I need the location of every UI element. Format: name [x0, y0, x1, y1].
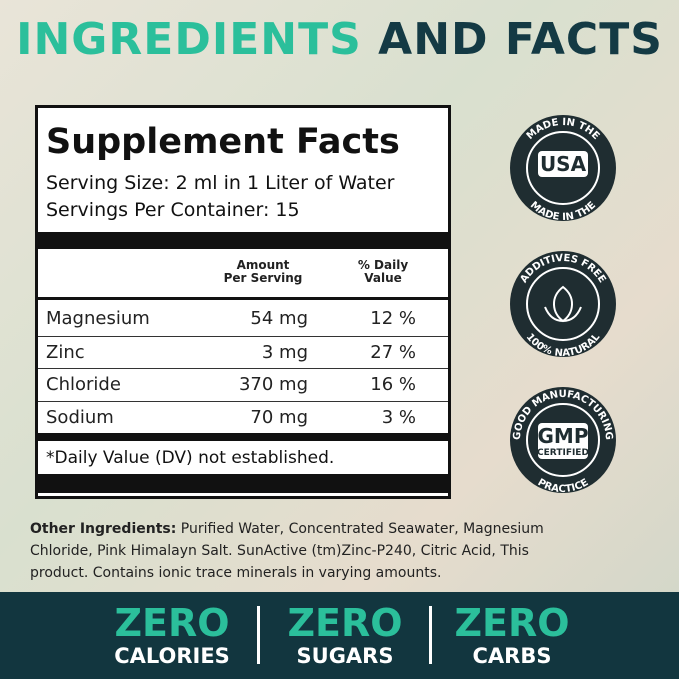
facts-row: Sodium 70 mg 3 %	[38, 400, 448, 434]
badge-center: USA	[540, 152, 587, 176]
badge-arc-text: PRACTICE	[536, 477, 591, 495]
badge-outer	[510, 251, 616, 357]
facts-panel: Supplement Facts Serving Size: 2 ml in 1…	[35, 105, 451, 499]
nutrient: Zinc	[46, 341, 85, 363]
header-line: Per Serving	[223, 271, 303, 285]
bar	[38, 232, 448, 249]
amount: 70 mg	[250, 406, 308, 428]
badge-plate	[538, 423, 588, 459]
separator	[257, 606, 260, 664]
footer-word: CALORIES	[114, 644, 230, 668]
facts-row: Magnesium 54 mg 12 %	[38, 303, 448, 335]
title-rest: AND FACTS	[378, 14, 663, 65]
header-line: % Daily	[357, 258, 409, 272]
footer-zero: ZERO	[454, 601, 570, 645]
nutrient: Magnesium	[46, 308, 150, 329]
title: INGREDIENTS AND FACTS	[0, 14, 679, 65]
amount: 54 mg	[250, 308, 308, 329]
amount: 3 mg	[261, 341, 308, 363]
daily-value: 12 %	[370, 308, 416, 329]
daily-value: 27 %	[370, 341, 416, 363]
footer-zero: ZERO	[114, 601, 230, 645]
badge-sub: CERTIFIED	[537, 448, 589, 458]
nutrient: Chloride	[46, 374, 121, 395]
footer-item: ZERO CARBS	[432, 602, 592, 668]
badge-ring	[526, 267, 600, 341]
footer-word: SUGARS	[296, 644, 394, 668]
footer-word: CARBS	[472, 644, 552, 668]
badge-center: GMP	[538, 424, 589, 448]
daily-value: 16 %	[370, 374, 416, 395]
other-label: Other Ingredients:	[30, 521, 177, 537]
badge-ring	[526, 131, 600, 205]
amount: 370 mg	[238, 374, 308, 395]
bar	[38, 297, 448, 300]
separator	[429, 606, 432, 664]
other-ingredients: Other Ingredients: Purified Water, Conce…	[30, 518, 590, 584]
serving-size: Serving Size: 2 ml in 1 Liter of Water	[46, 172, 395, 194]
other-text: Purified Water, Concentrated Seawater, M…	[30, 521, 544, 581]
footer-zero: ZERO	[287, 601, 403, 645]
column-header: Amount Per Serving	[213, 259, 313, 285]
footer: ZERO CALORIES ZERO SUGARS ZERO CARBS	[0, 592, 679, 679]
facts-row: Zinc 3 mg 27 %	[38, 335, 448, 369]
header-line: Value	[364, 271, 402, 285]
footer-item: ZERO SUGARS	[265, 602, 425, 668]
footnote: *Daily Value (DV) not established.	[46, 448, 335, 468]
daily-value: 3 %	[381, 406, 416, 428]
badge-plate	[538, 151, 588, 177]
facts-title: Supplement Facts	[46, 122, 400, 162]
header-line: Amount	[236, 258, 290, 272]
bar	[38, 474, 448, 493]
bar	[38, 433, 448, 441]
nutrient: Sodium	[46, 406, 114, 428]
leaf-icon	[544, 285, 582, 323]
badge-ring	[526, 403, 600, 477]
column-header: % Daily Value	[343, 259, 423, 285]
title-accent: INGREDIENTS	[16, 14, 362, 65]
badge-bottom: PRACTICE	[536, 477, 591, 495]
footer-item: ZERO CALORIES	[92, 602, 252, 668]
facts-row: Chloride 370 mg 16 %	[38, 368, 448, 401]
servings: Servings Per Container: 15	[46, 199, 300, 221]
